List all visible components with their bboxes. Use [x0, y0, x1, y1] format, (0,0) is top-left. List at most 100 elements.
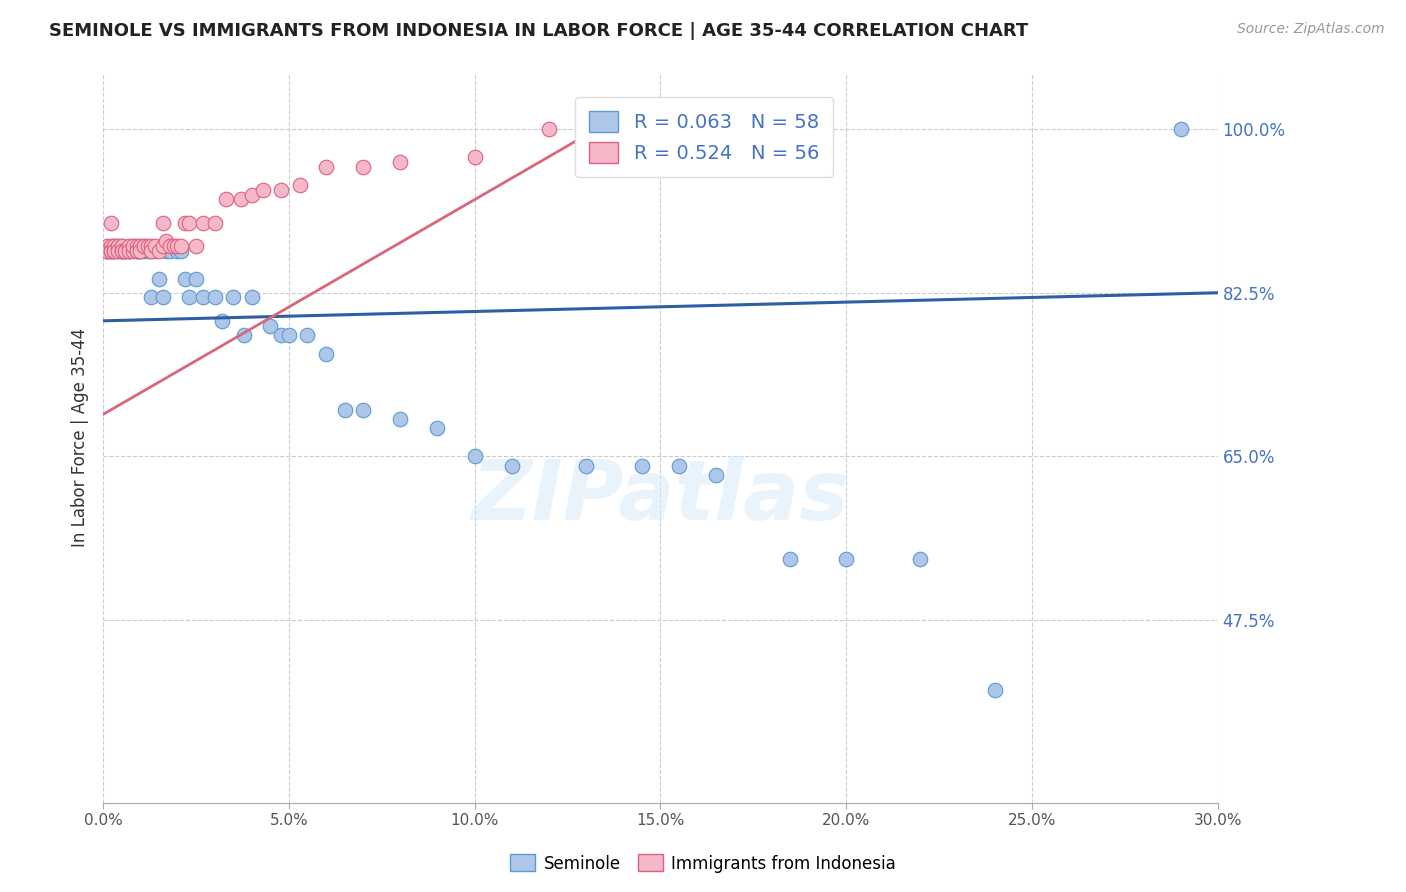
Point — [910, 552, 932, 566]
Point — [100, 244, 122, 258]
Point — [464, 150, 486, 164]
Point — [143, 244, 166, 258]
Point — [501, 458, 523, 473]
Point — [177, 290, 200, 304]
Point — [222, 290, 245, 304]
Point — [121, 239, 143, 253]
Point — [668, 458, 690, 473]
Point — [96, 244, 118, 258]
Point — [152, 290, 174, 304]
Point — [333, 402, 356, 417]
Point — [170, 239, 193, 253]
Point — [297, 327, 319, 342]
Point — [240, 290, 263, 304]
Point — [129, 244, 152, 258]
Point — [835, 552, 858, 566]
Point — [270, 183, 292, 197]
Point — [111, 239, 134, 253]
Point — [129, 239, 152, 253]
Point — [107, 244, 129, 258]
Point — [111, 244, 134, 258]
Point — [118, 244, 141, 258]
Point — [103, 239, 125, 253]
Point — [184, 239, 207, 253]
Point — [141, 239, 163, 253]
Point — [103, 244, 125, 258]
Point — [779, 552, 801, 566]
Point — [132, 239, 155, 253]
Point — [111, 244, 134, 258]
Point — [96, 244, 118, 258]
Point — [173, 216, 195, 230]
Point — [100, 244, 122, 258]
Point — [107, 239, 129, 253]
Point — [121, 244, 143, 258]
Point — [100, 244, 122, 258]
Point — [100, 244, 122, 258]
Point — [288, 178, 311, 193]
Point — [1170, 122, 1192, 136]
Point — [166, 244, 188, 258]
Point — [132, 239, 155, 253]
Point — [136, 239, 159, 253]
Point — [389, 412, 412, 426]
Point — [96, 244, 118, 258]
Legend: Seminole, Immigrants from Indonesia: Seminole, Immigrants from Indonesia — [503, 847, 903, 880]
Point — [96, 239, 118, 253]
Point — [103, 239, 125, 253]
Point — [215, 192, 238, 206]
Point — [125, 239, 148, 253]
Point — [136, 244, 159, 258]
Point — [141, 244, 163, 258]
Point — [129, 244, 152, 258]
Point — [259, 318, 281, 333]
Point — [100, 216, 122, 230]
Point — [159, 244, 181, 258]
Point — [315, 346, 337, 360]
Point — [229, 192, 252, 206]
Point — [141, 244, 163, 258]
Point — [114, 244, 136, 258]
Point — [464, 450, 486, 464]
Point — [100, 239, 122, 253]
Point — [352, 402, 374, 417]
Point — [103, 239, 125, 253]
Point — [114, 244, 136, 258]
Point — [704, 468, 727, 483]
Point — [184, 271, 207, 285]
Point — [315, 160, 337, 174]
Point — [125, 244, 148, 258]
Point — [118, 239, 141, 253]
Point — [96, 244, 118, 258]
Point — [114, 244, 136, 258]
Point — [193, 290, 215, 304]
Point — [984, 683, 1007, 698]
Point — [193, 216, 215, 230]
Text: SEMINOLE VS IMMIGRANTS FROM INDONESIA IN LABOR FORCE | AGE 35-44 CORRELATION CHA: SEMINOLE VS IMMIGRANTS FROM INDONESIA IN… — [49, 22, 1028, 40]
Point — [389, 154, 412, 169]
Point — [107, 239, 129, 253]
Point — [252, 183, 274, 197]
Point — [159, 239, 181, 253]
Point — [630, 458, 652, 473]
Point — [155, 235, 177, 249]
Point — [277, 327, 299, 342]
Point — [111, 239, 134, 253]
Legend: R = 0.063   N = 58, R = 0.524   N = 56: R = 0.063 N = 58, R = 0.524 N = 56 — [575, 97, 832, 177]
Point — [121, 239, 143, 253]
Point — [111, 244, 134, 258]
Point — [426, 421, 449, 435]
Point — [118, 244, 141, 258]
Point — [233, 327, 256, 342]
Point — [177, 216, 200, 230]
Point — [141, 290, 163, 304]
Point — [107, 244, 129, 258]
Text: ZIPatlas: ZIPatlas — [471, 456, 849, 537]
Y-axis label: In Labor Force | Age 35-44: In Labor Force | Age 35-44 — [72, 328, 89, 548]
Point — [118, 244, 141, 258]
Point — [163, 239, 186, 253]
Point — [204, 216, 226, 230]
Point — [143, 239, 166, 253]
Point — [352, 160, 374, 174]
Point — [132, 244, 155, 258]
